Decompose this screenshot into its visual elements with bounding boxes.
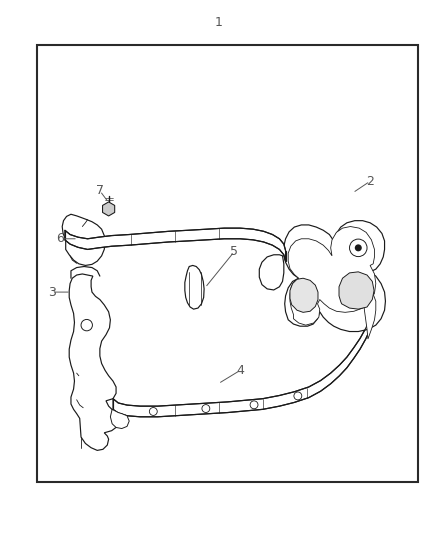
Bar	[37, 45, 418, 482]
Polygon shape	[65, 228, 286, 261]
Text: 1: 1	[215, 16, 223, 29]
Polygon shape	[339, 272, 374, 309]
Circle shape	[355, 244, 362, 252]
Polygon shape	[110, 409, 129, 429]
Polygon shape	[69, 274, 119, 450]
Text: 6: 6	[57, 232, 64, 245]
Polygon shape	[113, 319, 370, 417]
Polygon shape	[185, 265, 204, 309]
Polygon shape	[364, 292, 376, 339]
Polygon shape	[284, 221, 385, 332]
Polygon shape	[62, 214, 105, 265]
Polygon shape	[102, 202, 115, 216]
Polygon shape	[288, 227, 376, 325]
Text: 3: 3	[48, 286, 56, 298]
Text: 5: 5	[230, 245, 238, 258]
Polygon shape	[290, 278, 318, 312]
Polygon shape	[259, 255, 284, 290]
Text: 7: 7	[96, 184, 104, 197]
Text: 4: 4	[236, 364, 244, 377]
Text: 2: 2	[366, 175, 374, 188]
